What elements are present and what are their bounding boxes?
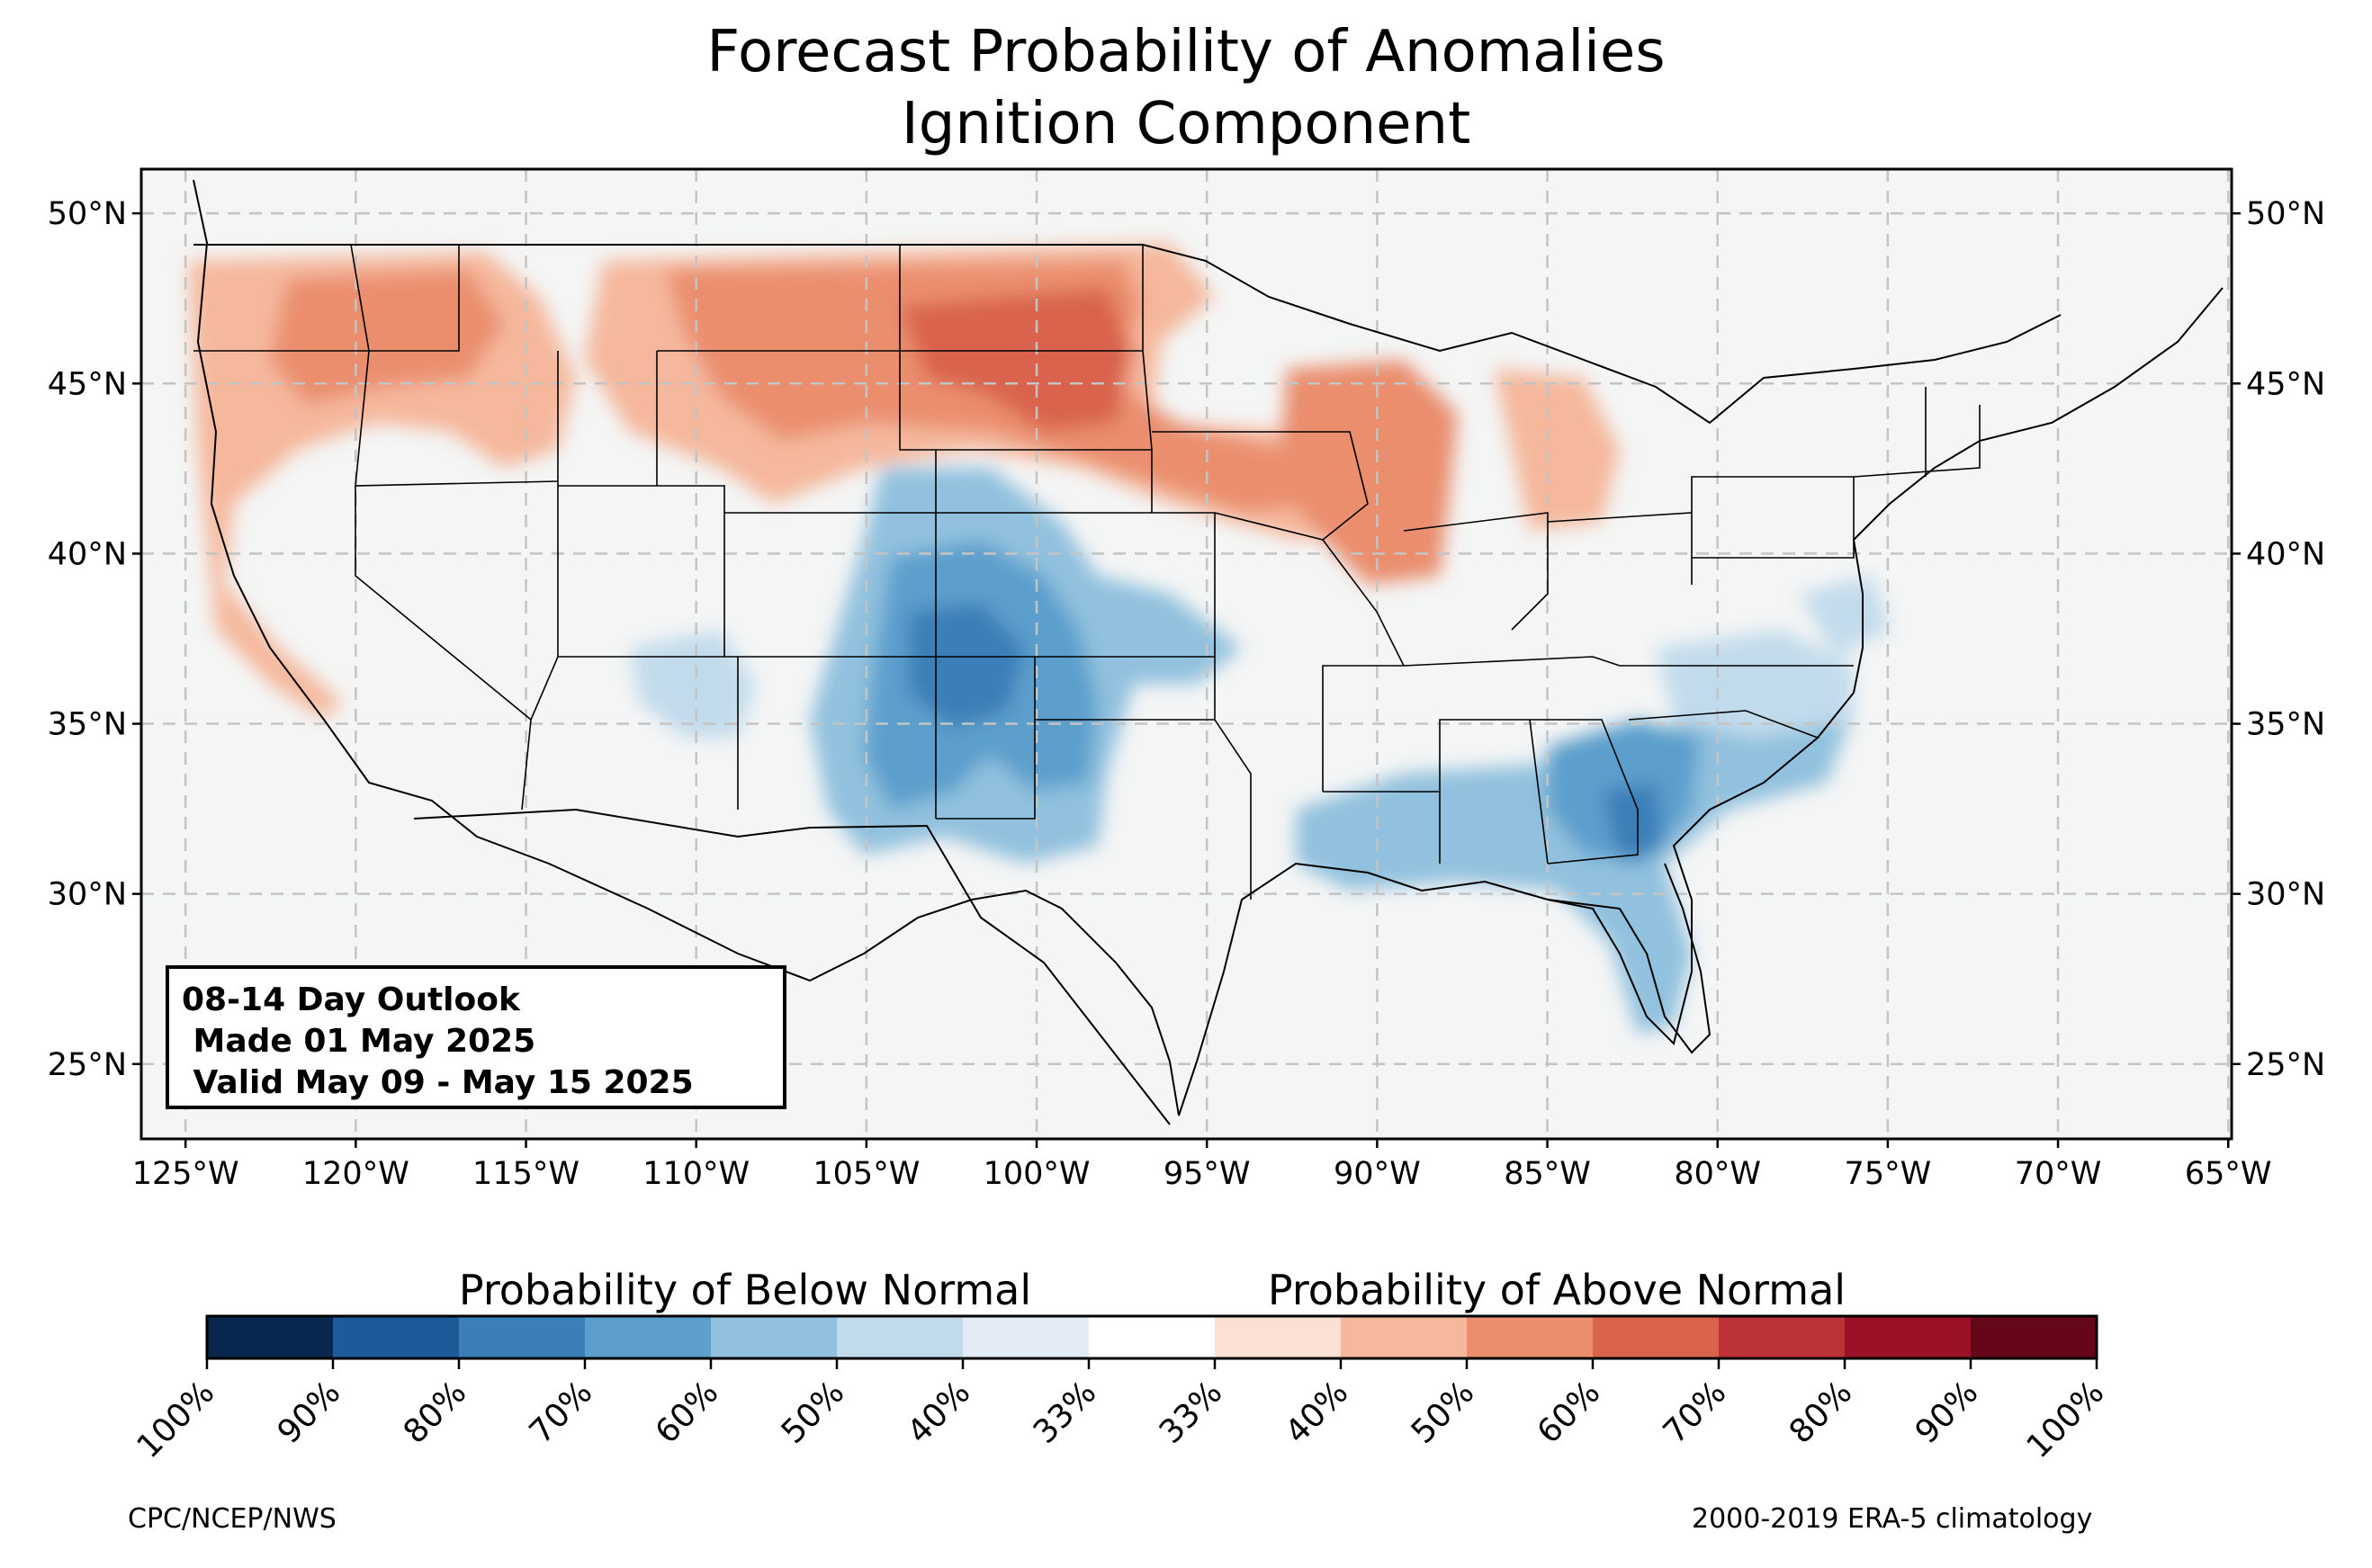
colorbar-swatch <box>963 1316 1090 1358</box>
colorbar-swatch <box>207 1316 334 1358</box>
map-frame <box>139 167 2233 1141</box>
colorbar-swatch <box>1089 1316 1216 1358</box>
anomaly-above-dakotas-max <box>900 288 1134 432</box>
lat-tick-label: 30°N <box>48 877 127 913</box>
anomaly-above-pacific-nw-core <box>270 270 504 405</box>
colorbar-tick-label: 70% <box>523 1374 600 1451</box>
colorbar-tick-label: 50% <box>775 1374 852 1451</box>
colorbar-swatch <box>1845 1316 1972 1358</box>
anomaly-above-upper-midwest <box>1278 360 1458 585</box>
colorbar-swatch <box>1719 1316 1846 1358</box>
lat-tick-label: 45°N <box>2246 366 2325 402</box>
lon-tick-label: 115°W <box>472 1156 580 1192</box>
colorbar-swatch <box>711 1316 838 1358</box>
anomaly-below-gulf-coast <box>1296 684 1854 1035</box>
boundaries <box>193 179 2224 1125</box>
colorbar-tick-label: 80% <box>397 1374 474 1451</box>
colorbar-swatch <box>333 1316 460 1358</box>
state-borders <box>193 244 1981 900</box>
colorbar-swatch <box>1341 1316 1468 1358</box>
credit-right: 2000-2019 ERA-5 climatology <box>1692 1503 2093 1535</box>
colorbar-swatches <box>207 1316 2098 1358</box>
colorbar-swatch <box>1467 1316 1594 1358</box>
us-coastline <box>193 179 2224 1116</box>
lon-tick-label: 110°W <box>642 1156 750 1192</box>
outlook-info-box: 08-14 Day Outlook Made 01 May 2025 Valid… <box>166 965 786 1109</box>
lon-tick-label: 80°W <box>1674 1156 1761 1192</box>
colorbar-swatch <box>459 1316 586 1358</box>
lat-tick-label: 35°N <box>2246 707 2325 743</box>
title-line-2: Ignition Component <box>901 91 1471 157</box>
lat-tick-label: 25°N <box>48 1047 127 1083</box>
anomaly-above-michigan <box>1494 369 1620 531</box>
colorbar-swatch <box>837 1316 964 1358</box>
colorbar-swatch <box>585 1316 712 1358</box>
title-line-1: Forecast Probability of Anomalies <box>706 19 1666 85</box>
colorbar-frame <box>205 1314 2098 1360</box>
colorbar-tick-label: 50% <box>1405 1374 1482 1451</box>
outlook-valid-dates: Valid May 09 - May 15 2025 <box>182 1064 694 1101</box>
colorbar-tick-label: 60% <box>649 1374 726 1451</box>
chart-title: Forecast Probability of Anomalies Igniti… <box>0 16 2372 160</box>
colorbar-tick-label: 70% <box>1657 1374 1734 1451</box>
lat-tick-label: 40°N <box>48 536 127 572</box>
anomaly-below-southeast-max <box>1602 783 1665 864</box>
lon-tick-label: 75°W <box>1845 1156 1932 1192</box>
lon-tick-label: 100°W <box>984 1156 1091 1192</box>
florida-outline <box>1547 863 1712 1054</box>
lon-tick-label: 125°W <box>132 1156 239 1192</box>
colorbar-tick-label: 90% <box>1909 1374 1986 1451</box>
anomaly-below-carolinas <box>1656 630 1854 738</box>
colorbar-swatch <box>1215 1316 1342 1358</box>
colorbar-tick-label: 33% <box>1027 1374 1104 1451</box>
lon-tick-label: 65°W <box>2185 1156 2272 1192</box>
gridlines <box>141 169 2232 1139</box>
lat-tick-label: 30°N <box>2246 877 2325 913</box>
lon-tick-label: 70°W <box>2015 1156 2102 1192</box>
us-mexico-border <box>413 808 1171 1125</box>
outlook-made-date: Made 01 May 2025 <box>182 1023 536 1060</box>
lat-tick-label: 25°N <box>2246 1047 2325 1083</box>
lat-tick-label: 45°N <box>48 366 127 402</box>
colorbar-tick-label: 100% <box>130 1374 222 1465</box>
lon-tick-label: 95°W <box>1164 1156 1251 1192</box>
longitude-ticks: 125°W 120°W 115°W 110°W 105°W 100°W 95°W 90°W 85… <box>132 1139 2272 1192</box>
colorbar-above-label: Probability of Above Normal <box>1268 1266 1846 1314</box>
lat-tick-label: 50°N <box>2246 196 2325 232</box>
colorbar-tick-label: 80% <box>1783 1374 1860 1451</box>
lat-tick-label: 50°N <box>48 196 127 232</box>
anomaly-below-panhandle-max <box>909 603 1026 729</box>
lon-tick-label: 85°W <box>1504 1156 1591 1192</box>
colorbar-ticks: 100% 90% 80% 70% 60% 50% 40% 33% 33% 40% 50% 60% 70%… <box>130 1358 2112 1465</box>
colorbar-swatch <box>1593 1316 1720 1358</box>
lon-tick-label: 90°W <box>1334 1156 1421 1192</box>
credit-left: CPC/NCEP/NWS <box>128 1503 337 1535</box>
colorbar-tick-label: 33% <box>1153 1374 1230 1451</box>
colorbar-tick-label: 90% <box>271 1374 348 1451</box>
colorbar-tick-label: 40% <box>1279 1374 1356 1451</box>
lat-tick-label: 40°N <box>2246 536 2325 572</box>
lon-tick-label: 105°W <box>813 1156 920 1192</box>
colorbar-tick-label: 40% <box>901 1374 978 1451</box>
anomaly-shading <box>189 243 1890 1035</box>
colorbar-below-label: Probability of Below Normal <box>459 1266 1031 1314</box>
lat-tick-label: 35°N <box>48 707 127 743</box>
colorbar-swatch <box>1971 1316 2098 1358</box>
colorbar-tick-label: 100% <box>2020 1374 2112 1465</box>
colorbar-tick-label: 60% <box>1531 1374 1608 1451</box>
us-canada-border <box>193 244 2062 425</box>
latitude-ticks: 50°N 50°N 45°N 45°N 40°N 40°N 35°N 35°N 30°N 30°N… <box>48 196 2325 1083</box>
anomaly-below-mid-atlantic <box>1800 576 1890 657</box>
lon-tick-label: 120°W <box>302 1156 409 1192</box>
outlook-period: 08-14 Day Outlook <box>182 981 520 1018</box>
